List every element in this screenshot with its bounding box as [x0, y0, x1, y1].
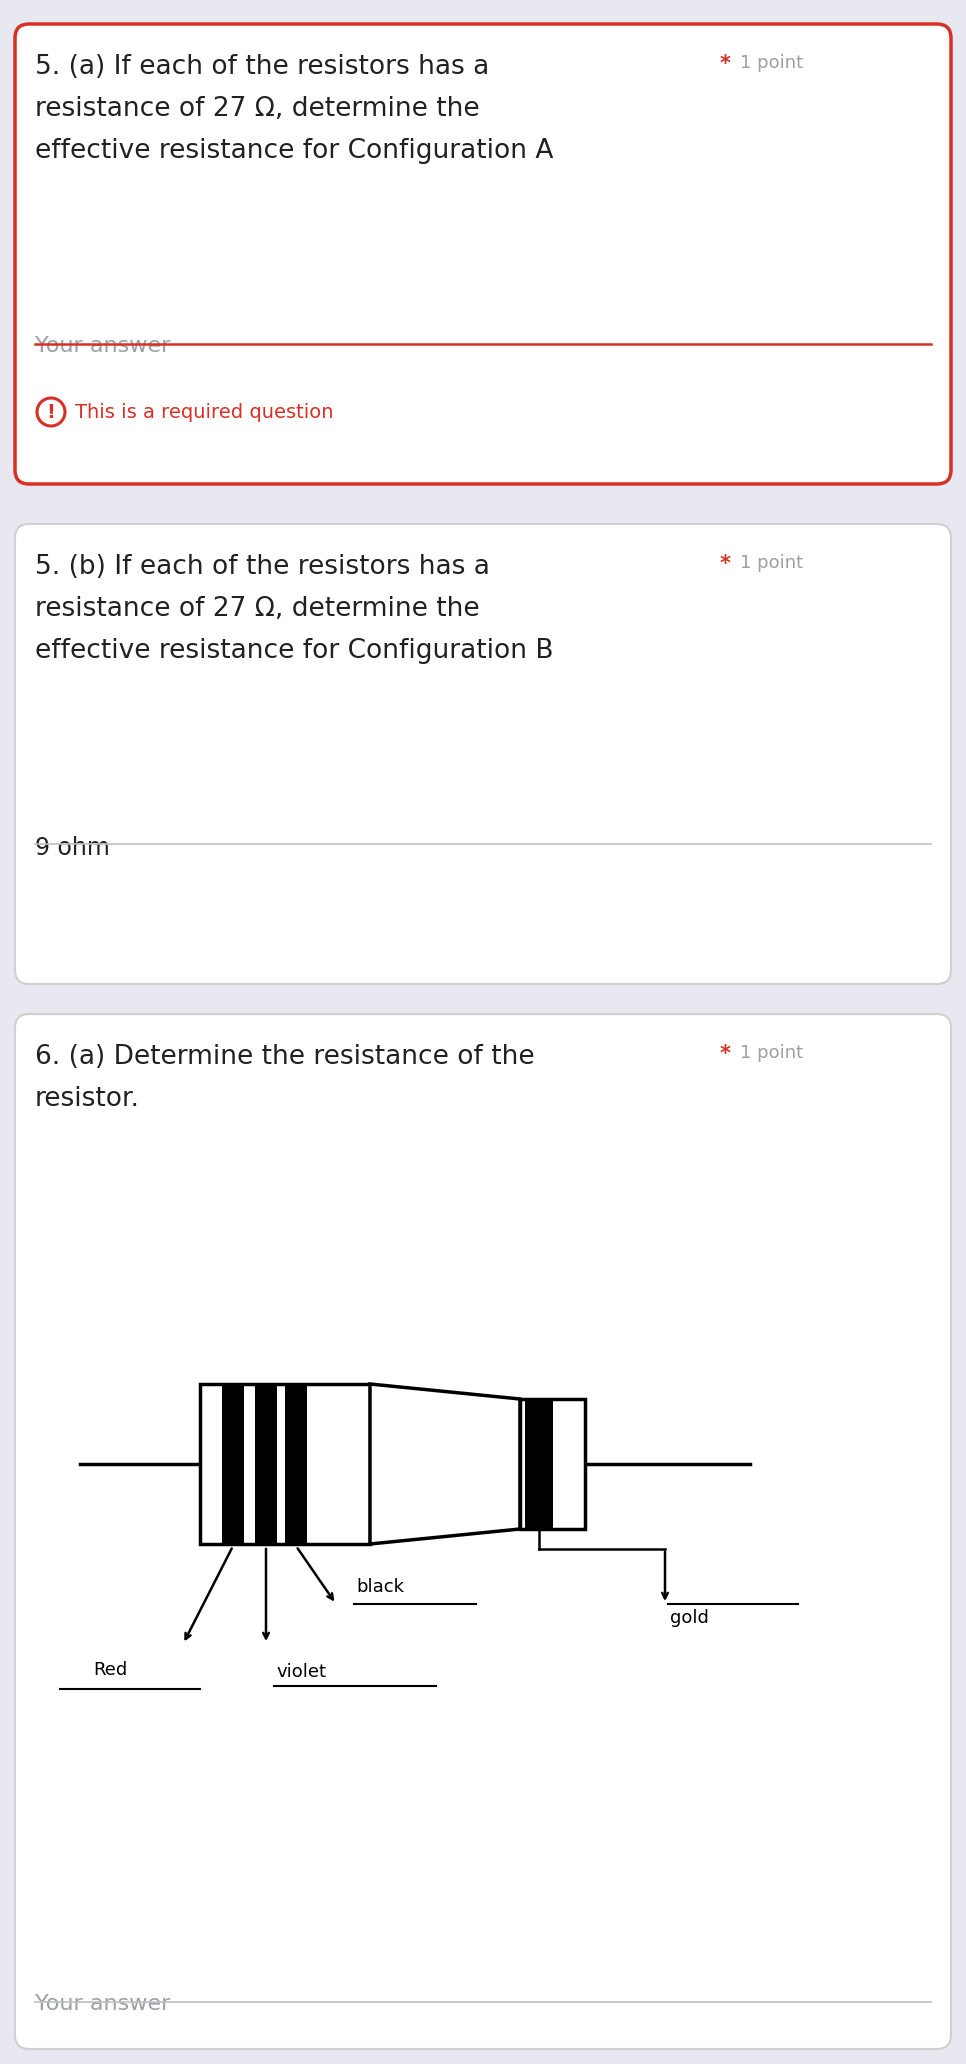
FancyBboxPatch shape: [15, 25, 951, 483]
Bar: [520, 1399, 585, 1529]
Text: !: !: [46, 402, 55, 421]
Bar: [222, 1385, 244, 1544]
Text: 1 point: 1 point: [740, 553, 803, 572]
Text: 9 ohm: 9 ohm: [35, 836, 110, 861]
Polygon shape: [370, 1385, 520, 1544]
Text: 5. (a) If each of the resistors has a: 5. (a) If each of the resistors has a: [35, 54, 489, 80]
Text: resistance of 27 Ω, determine the: resistance of 27 Ω, determine the: [35, 596, 480, 621]
Bar: [285, 1385, 307, 1544]
Text: black: black: [356, 1579, 404, 1595]
Text: resistance of 27 Ω, determine the: resistance of 27 Ω, determine the: [35, 97, 480, 122]
Text: 1 point: 1 point: [740, 54, 803, 72]
Text: 1 point: 1 point: [740, 1044, 803, 1063]
Text: violet: violet: [276, 1664, 326, 1680]
Text: 6. (a) Determine the resistance of the: 6. (a) Determine the resistance of the: [35, 1044, 534, 1069]
Text: gold: gold: [670, 1610, 709, 1626]
Text: *: *: [720, 553, 731, 574]
Text: Your answer: Your answer: [35, 336, 170, 355]
Text: resistor.: resistor.: [35, 1086, 140, 1112]
Text: This is a required question: This is a required question: [75, 402, 333, 421]
Text: Red: Red: [93, 1662, 128, 1678]
Text: 5. (b) If each of the resistors has a: 5. (b) If each of the resistors has a: [35, 553, 490, 580]
Bar: [200, 1385, 370, 1544]
Text: effective resistance for Configuration B: effective resistance for Configuration B: [35, 638, 554, 665]
Text: Your answer: Your answer: [35, 1994, 170, 2014]
FancyBboxPatch shape: [15, 524, 951, 985]
FancyBboxPatch shape: [15, 1013, 951, 2050]
Text: effective resistance for Configuration A: effective resistance for Configuration A: [35, 138, 554, 163]
Text: *: *: [720, 1044, 731, 1065]
Bar: [525, 1399, 553, 1529]
Bar: [255, 1385, 277, 1544]
Text: *: *: [720, 54, 731, 74]
